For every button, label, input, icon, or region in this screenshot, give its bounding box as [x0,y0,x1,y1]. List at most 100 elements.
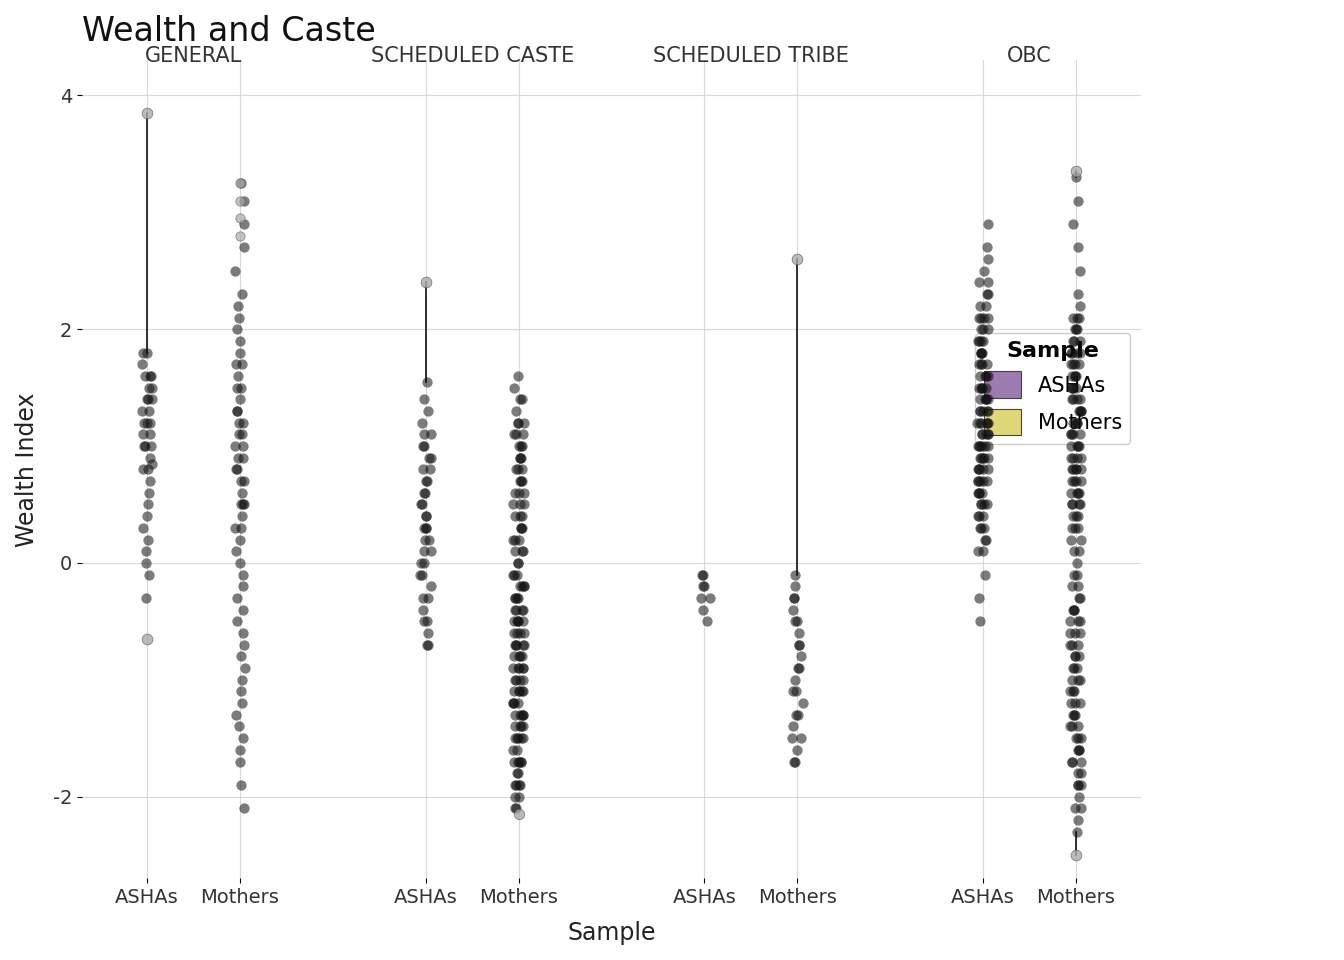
Point [512,602,534,617]
Point [415,473,437,489]
Point [227,462,249,477]
Point [507,369,528,384]
Point [233,415,254,430]
Point [1066,439,1087,454]
Point [421,450,442,466]
Point [1068,403,1090,419]
Point [1070,695,1091,710]
Point [976,403,997,419]
Point [974,532,996,547]
Point [1070,801,1091,816]
Point [511,754,532,769]
Point [1066,170,1087,185]
Point [233,801,254,816]
Point [977,415,999,430]
Point [508,532,530,547]
Point [230,684,251,699]
Point [977,369,999,384]
Point [977,252,999,267]
Point [503,532,524,547]
Point [414,485,435,500]
Point [1067,637,1089,653]
Point [505,801,527,816]
Point [1067,286,1089,301]
Point [1066,567,1087,583]
Point [1068,403,1090,419]
Point [231,485,253,500]
Point [224,543,246,559]
Point [413,520,434,536]
Point [977,310,999,325]
Point [134,543,156,559]
Point [977,462,999,477]
Point [132,520,153,536]
Point [511,731,532,746]
Point [1066,473,1087,489]
Y-axis label: Wealth Index: Wealth Index [15,393,39,546]
Point [977,286,999,301]
Point [970,496,992,512]
Point [503,695,524,710]
Point [417,637,438,653]
Point [512,684,534,699]
Point [230,520,251,536]
Point [1064,708,1086,723]
Point [512,660,534,676]
Point [1067,742,1089,757]
Point [512,672,534,687]
Point [413,462,434,477]
Point [1064,649,1086,664]
Point [788,637,809,653]
Point [507,731,528,746]
Point [976,392,997,407]
Point [972,380,993,396]
Point [970,496,992,512]
Point [509,672,531,687]
Point [977,439,999,454]
Point [1060,426,1082,442]
Point [1063,543,1085,559]
Point [507,567,528,583]
Point [141,380,163,396]
Point [230,649,251,664]
Point [1066,380,1087,396]
Point [1060,426,1082,442]
Point [511,543,532,559]
Point [782,754,804,769]
Point [511,708,532,723]
Point [224,263,246,278]
Point [976,240,997,255]
Point [508,684,530,699]
Point [1062,380,1083,396]
Point [1063,216,1085,231]
Point [1067,520,1089,536]
Point [504,672,526,687]
Point [972,439,993,454]
Point [228,426,250,442]
Point [1066,322,1087,337]
Text: OBC: OBC [1007,46,1052,66]
Point [1063,708,1085,723]
Point [511,520,532,536]
Point [968,439,989,454]
Point [512,426,534,442]
Point [503,695,524,710]
Point [976,415,997,430]
Point [137,415,159,430]
Point [970,345,992,360]
Point [968,333,989,348]
Point [136,631,157,646]
Point [973,462,995,477]
Point [504,637,526,653]
Point [1060,754,1082,769]
Point [513,485,535,500]
Point [1063,356,1085,372]
Point [504,509,526,524]
Point [233,496,254,512]
Point [784,590,805,606]
Point [504,801,526,816]
Point [977,392,999,407]
Point [785,708,806,723]
Point [1070,333,1091,348]
Point [785,613,806,629]
